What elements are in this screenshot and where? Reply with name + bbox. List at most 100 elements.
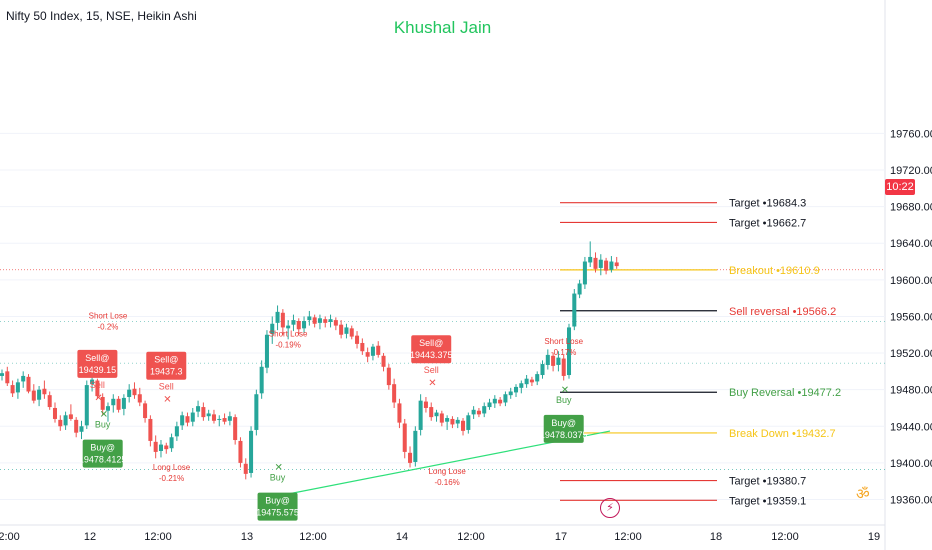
level-label: Target •19684.3: [729, 198, 806, 210]
time-tick-label: 12:00: [299, 531, 327, 543]
loss-note-title: Short Lose: [544, 337, 583, 346]
candle-body: [37, 389, 42, 400]
candle-body: [254, 394, 259, 430]
candle-body: [201, 407, 206, 418]
candle-body: [158, 444, 163, 451]
candle-body: [222, 418, 227, 422]
candle-body: [58, 419, 63, 427]
candle-body: [503, 394, 508, 403]
time-axis[interactable]: 12:00 12 12:00 13 12:00 14 12:00 17 12:00 18 12:00…: [0, 531, 880, 543]
loss-note-value: -0.16%: [434, 478, 459, 487]
author-name: Khushal Jain: [393, 18, 492, 37]
time-tick-label: 19: [868, 531, 880, 543]
candle-body: [243, 463, 248, 474]
buy-label-box: [543, 414, 584, 443]
candle-body: [270, 323, 275, 334]
candle-body: [328, 319, 333, 322]
candle-body: [249, 430, 254, 473]
signal-title: Buy@: [90, 443, 115, 453]
symbol-title: Nifty 50 Index, 15, NSE, Heikin Ashi: [6, 9, 197, 23]
candle-body: [153, 441, 158, 452]
candle-body: [471, 409, 476, 415]
signal-sub-label: Buy: [270, 473, 286, 483]
candle-body: [275, 311, 280, 323]
candle-body: [111, 398, 116, 406]
candle-body: [10, 385, 15, 394]
level-label: Target •19359.1: [729, 495, 806, 507]
time-tick-label: 13: [241, 531, 253, 543]
candle-body: [551, 355, 556, 366]
loss-note-value: -0.2%: [98, 322, 119, 331]
candle-body: [582, 261, 587, 285]
candle-body: [402, 423, 407, 452]
buy-label-box: [82, 439, 123, 468]
candle-body: [535, 374, 540, 382]
lightning-icon[interactable]: ⚡: [600, 498, 620, 518]
signal-title: Sell@: [85, 353, 109, 363]
signal-price: 19437.3: [150, 367, 183, 377]
buy-cross-icon: ✕: [100, 410, 108, 421]
candle-body: [524, 378, 529, 385]
price-tick-label: 19400.00: [890, 458, 932, 470]
candle-body: [609, 261, 614, 270]
candle-body: [529, 379, 534, 383]
candle-body: [508, 391, 513, 396]
price-axis[interactable]: 19360.00 19400.00 19440.00 19480.00 19520.00…: [890, 128, 932, 506]
candle-body: [339, 324, 344, 335]
time-tick-label: 12: [84, 531, 96, 543]
level-label: Target •19380.7: [729, 476, 806, 488]
signal-sub-label: Sell: [424, 365, 439, 375]
candle-body: [397, 403, 402, 423]
candle-body: [614, 262, 619, 267]
candle-body: [52, 407, 58, 419]
candle-body: [349, 328, 354, 337]
time-tick-label: 12:00: [614, 531, 642, 543]
candle-body: [116, 398, 121, 410]
candle-body: [566, 327, 572, 376]
candle-body: [95, 380, 100, 397]
signal-price: 19478.4125: [79, 455, 127, 465]
candle-body: [461, 420, 466, 431]
candle-body: [408, 452, 413, 463]
candle-body: [556, 357, 561, 365]
price-levels: Target •19684.3 Target •19662.7 Breakout •…: [264, 198, 841, 507]
candle-body: [307, 316, 312, 321]
candle-body: [333, 320, 338, 326]
candle-body: [84, 385, 89, 426]
time-tick-label: 17: [555, 531, 567, 543]
candle-body: [259, 366, 264, 394]
candle-body: [492, 398, 497, 404]
sell-label-box: [146, 351, 187, 380]
candle-body: [169, 437, 174, 449]
candle-body: [143, 403, 148, 419]
candle-body: [233, 417, 238, 441]
candle-body: [386, 367, 391, 386]
candle-body: [498, 399, 503, 404]
candle-body: [15, 382, 20, 393]
signal-price: 19478.0375: [540, 430, 588, 440]
sell-cross-icon: ✕: [94, 393, 102, 404]
signal-sub-label: Buy: [95, 420, 111, 430]
price-tick-label: 19520.00: [890, 348, 932, 360]
candle-body: [264, 334, 269, 368]
candle-body: [127, 389, 132, 397]
sell-cross-icon: ✕: [163, 395, 171, 406]
candle-body: [190, 412, 195, 422]
sell-label-box: [411, 335, 452, 364]
level-label: Sell reversal •19566.2: [729, 306, 836, 318]
candle-body: [286, 325, 291, 329]
candle-body: [47, 395, 52, 408]
time-tick-label: 14: [396, 531, 408, 543]
candle-body: [121, 397, 126, 409]
candle-body: [323, 319, 328, 323]
candle-body: [593, 257, 598, 269]
signal-markers: Sell@ 19439.15 Sell ✕ Sell@ 19437.3 Sell ✕ Sell@…: [77, 311, 588, 521]
loss-note-value: -0.19%: [275, 341, 300, 350]
candle-body: [238, 440, 243, 463]
level-label: Breakout •19610.9: [729, 265, 820, 277]
candle-body: [206, 413, 211, 417]
price-tick-label: 19560.00: [890, 311, 932, 323]
candle-body: [450, 418, 455, 425]
candle-body: [280, 312, 285, 328]
